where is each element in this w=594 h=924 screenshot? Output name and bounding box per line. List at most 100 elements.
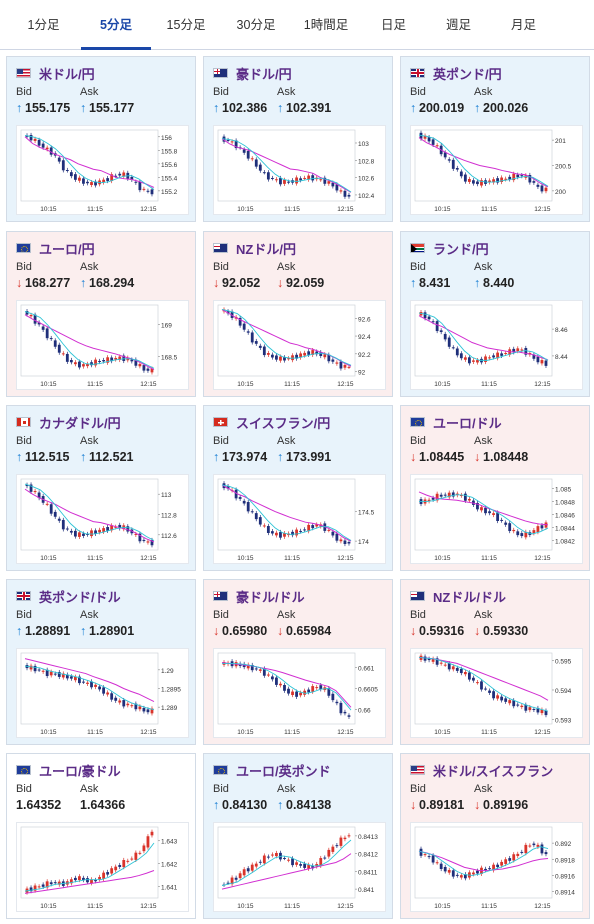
candle-body bbox=[516, 174, 520, 178]
mini-chart[interactable]: 169 168.5 10:15 11:15 12:15 bbox=[16, 300, 189, 390]
candle-body bbox=[53, 882, 57, 884]
rate-card[interactable]: 米ドル/円 Bid Ask ↑ 155.175 ↑ 155.177 156 155.8 155.6… bbox=[6, 56, 196, 222]
candle-body bbox=[451, 159, 455, 169]
bid-label: Bid bbox=[213, 783, 229, 795]
mini-chart[interactable]: 174.5 174 10:15 11:15 12:15 bbox=[213, 474, 386, 564]
currency-pair-link[interactable]: ユーロ/豪ドル bbox=[39, 763, 121, 779]
candle-body bbox=[49, 882, 53, 885]
nz-flag-icon bbox=[213, 243, 228, 253]
currency-pair-link[interactable]: ユーロ/英ポンド bbox=[236, 763, 331, 779]
rate-card[interactable]: NZドル/円 Bid Ask ↓ 92.052 ↓ 92.059 92.6 92.4 92.2 92… bbox=[203, 231, 393, 397]
tab-1[interactable]: 5分足 bbox=[81, 14, 151, 50]
currency-pair-link[interactable]: カナダドル/円 bbox=[39, 415, 121, 431]
rate-card[interactable]: 豪ドル/円 Bid Ask ↑ 102.386 ↑ 102.391 103 102.8 102.6… bbox=[203, 56, 393, 222]
candle-body bbox=[331, 846, 335, 852]
ma-short-line bbox=[222, 662, 352, 711]
candle-body bbox=[41, 670, 45, 672]
mini-chart[interactable]: 113 112.8 112.6 10:15 11:15 12:15 bbox=[16, 474, 189, 564]
candle-body bbox=[459, 353, 463, 359]
rate-card[interactable]: カナダドル/円 Bid Ask ↑ 112.515 ↑ 112.521 113 112.8 112… bbox=[6, 405, 196, 571]
candle-body bbox=[540, 844, 544, 854]
currency-pair-link[interactable]: 英ポンド/円 bbox=[433, 66, 502, 82]
candle-body bbox=[78, 676, 81, 684]
tab-2[interactable]: 15分足 bbox=[166, 18, 206, 32]
y-tick-label: 0.593 bbox=[555, 718, 572, 725]
candle-body bbox=[480, 681, 483, 690]
mini-chart[interactable]: 0.595 0.594 0.593 10:15 11:15 12:15 bbox=[410, 648, 583, 738]
ma-short-line bbox=[419, 494, 549, 535]
candle-body bbox=[45, 669, 49, 677]
currency-pair-link[interactable]: 米ドル/スイスフラン bbox=[433, 763, 554, 779]
x-tick-label: 10:15 bbox=[434, 729, 451, 736]
currency-pair-link[interactable]: スイスフラン/円 bbox=[236, 415, 331, 431]
x-tick-label: 11:15 bbox=[481, 729, 497, 736]
rate-card[interactable]: ユーロ/豪ドル Bid Ask 1.64352 1.64366 1.643 1.642 1.6… bbox=[6, 753, 196, 919]
candle-body bbox=[65, 170, 69, 172]
currency-pair-link[interactable]: 豪ドル/ドル bbox=[236, 589, 305, 605]
candle-body bbox=[134, 359, 138, 366]
rate-card[interactable]: 英ポンド/ドル Bid Ask ↑ 1.28891 ↑ 1.28901 1.29 1.2895 1… bbox=[6, 579, 196, 745]
candle-body bbox=[146, 368, 150, 371]
currency-pair-link[interactable]: NZドル/円 bbox=[236, 241, 296, 257]
mini-chart[interactable]: 201 200.5 200 10:15 11:15 12:15 bbox=[410, 125, 583, 215]
candle-body bbox=[463, 493, 467, 501]
mini-chart[interactable]: 156 155.8 155.6 155.4 155.2 10:15 11:15 12:15 bbox=[16, 125, 189, 215]
bid-label: Bid bbox=[16, 783, 32, 795]
candle-body bbox=[484, 868, 487, 871]
candle-body bbox=[69, 879, 73, 884]
tab-5[interactable]: 日足 bbox=[380, 18, 406, 32]
currency-pair-link[interactable]: ユーロ/円 bbox=[39, 241, 95, 257]
rate-card[interactable]: ユーロ/ドル Bid Ask ↓ 1.08445 ↓ 1.08448 1.085 1.0848 1… bbox=[400, 405, 590, 571]
rate-card[interactable]: ユーロ/英ポンド Bid Ask ↑ 0.84130 ↑ 0.84138 0.8413 0.84… bbox=[203, 753, 393, 919]
currency-pair-link[interactable]: 米ドル/円 bbox=[39, 66, 95, 82]
y-tick-label: 102.8 bbox=[358, 158, 375, 165]
mini-chart[interactable]: 103 102.8 102.6 102.4 10:15 11:15 12:15 bbox=[213, 125, 386, 215]
bid-label: Bid bbox=[213, 86, 229, 98]
tab-4[interactable]: 1時間足 bbox=[303, 18, 349, 32]
bid-value: ↑ 112.515 bbox=[16, 450, 70, 464]
candle-body bbox=[303, 352, 307, 356]
mini-chart[interactable]: 8.46 8.44 10:15 11:15 12:15 bbox=[410, 300, 583, 390]
mini-chart[interactable]: 1.643 1.642 1.641 10:15 11:15 12:15 bbox=[16, 822, 189, 912]
ma-long-line bbox=[24, 136, 155, 188]
x-tick-label: 11:15 bbox=[87, 903, 103, 910]
currency-pair-link[interactable]: ランド/円 bbox=[433, 241, 489, 257]
y-tick-label: 174.5 bbox=[358, 510, 375, 517]
tab-0[interactable]: 1分足 bbox=[27, 18, 60, 32]
candle-body bbox=[250, 664, 254, 671]
currency-pair-link[interactable]: 英ポンド/ドル bbox=[39, 589, 121, 605]
tab-3[interactable]: 30分足 bbox=[236, 18, 276, 32]
tab-7[interactable]: 月足 bbox=[510, 18, 536, 32]
rate-card[interactable]: 豪ドル/ドル Bid Ask ↓ 0.65980 ↓ 0.65984 0.661 0.6605 0… bbox=[203, 579, 393, 745]
rate-card[interactable]: スイスフラン/円 Bid Ask ↑ 173.974 ↑ 173.991 174.5 174 10… bbox=[203, 405, 393, 571]
mini-chart[interactable]: 92.6 92.4 92.2 92 10:15 11:15 12:15 bbox=[213, 300, 386, 390]
x-tick-label: 10:15 bbox=[237, 555, 254, 562]
mini-chart[interactable]: 0.892 0.8918 0.8916 0.8914 10:15 11:15 12:15 bbox=[410, 822, 583, 912]
ask-value: ↑ 200.026 bbox=[474, 101, 528, 115]
rate-card[interactable]: 米ドル/スイスフラン Bid Ask ↓ 0.89181 ↓ 0.89196 0.892 0.8… bbox=[400, 753, 590, 919]
candle-body bbox=[331, 182, 335, 187]
candle-body bbox=[512, 348, 516, 353]
currency-pair-link[interactable]: 豪ドル/円 bbox=[236, 66, 292, 82]
rate-card[interactable]: NZドル/ドル Bid Ask ↓ 0.59316 ↓ 0.59330 0.595 0.594 0… bbox=[400, 579, 590, 745]
currency-pair-link[interactable]: ユーロ/ドル bbox=[433, 415, 502, 431]
mini-chart[interactable]: 1.085 1.0848 1.0846 1.0844 1.0842 10:15 11:15 1… bbox=[410, 474, 583, 564]
mini-chart[interactable]: 0.661 0.6605 0.66 10:15 11:15 12:15 bbox=[213, 648, 386, 738]
tab-6[interactable]: 週足 bbox=[445, 18, 471, 32]
rate-card[interactable]: ランド/円 Bid Ask ↑ 8.431 ↑ 8.440 8.46 8.44 10:15 11:1… bbox=[400, 231, 590, 397]
mini-chart[interactable]: 0.8413 0.8412 0.8411 0.841 10:15 11:15 12:15 bbox=[213, 822, 386, 912]
x-tick-label: 10:15 bbox=[434, 555, 451, 562]
candle-body bbox=[242, 323, 246, 330]
candle-body bbox=[343, 711, 347, 714]
candle-body bbox=[98, 876, 101, 880]
candle-body bbox=[427, 856, 431, 858]
rate-card[interactable]: 英ポンド/円 Bid Ask ↑ 200.019 ↑ 200.026 201 200.5 200 1… bbox=[400, 56, 590, 222]
rate-card[interactable]: ユーロ/円 Bid Ask ↓ 168.277 ↑ 168.294 169 168.5 10:15… bbox=[6, 231, 196, 397]
ask-price: 155.177 bbox=[89, 101, 135, 115]
candle-body bbox=[435, 493, 439, 501]
candle-body bbox=[504, 352, 508, 354]
currency-pair-link[interactable]: NZドル/ドル bbox=[433, 589, 506, 605]
candle-body bbox=[73, 530, 77, 537]
candle-body bbox=[90, 362, 93, 366]
mini-chart[interactable]: 1.29 1.2895 1.289 10:15 11:15 12:15 bbox=[16, 648, 189, 738]
